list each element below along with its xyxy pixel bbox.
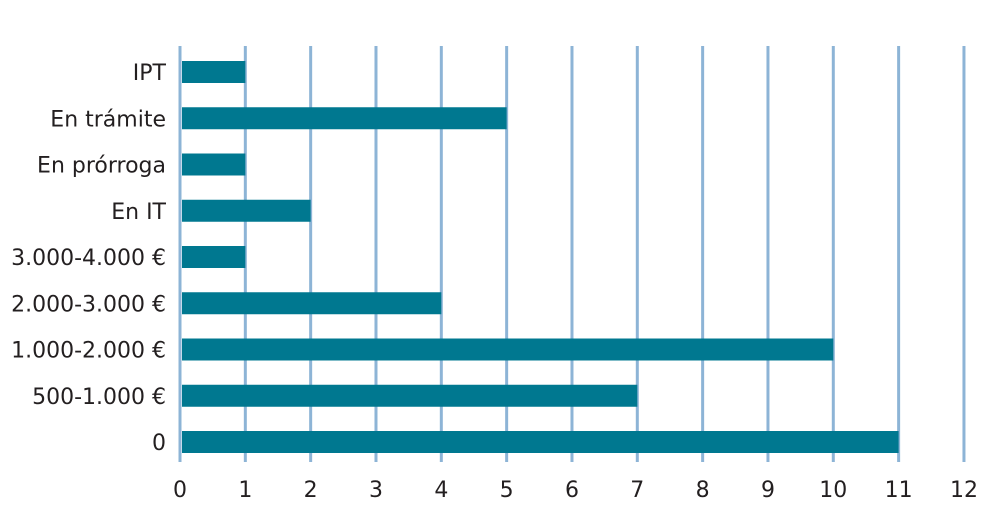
- bars: [182, 61, 899, 453]
- bar-1: [182, 107, 507, 130]
- bar-2: [182, 153, 246, 176]
- bar-5: [182, 292, 442, 315]
- category-label-5: 2.000-3.000 €: [11, 292, 166, 317]
- x-tick-label-1: 1: [238, 478, 252, 503]
- category-label-8: 0: [152, 431, 166, 456]
- category-label-2: En prórroga: [37, 154, 166, 179]
- x-tick-label-10: 10: [819, 478, 847, 503]
- x-tick-label-12: 12: [950, 478, 978, 503]
- bar-0: [182, 61, 246, 83]
- category-label-1: En trámite: [50, 107, 166, 132]
- x-tick-label-7: 7: [630, 478, 644, 503]
- bar-6: [182, 338, 834, 361]
- category-label-7: 500-1.000 €: [32, 385, 166, 410]
- x-axis-tick-labels: 0 1 2 3 4 5 6 7 8 9 10 11 12: [173, 478, 978, 503]
- x-tick-label-0: 0: [173, 478, 187, 503]
- x-tick-label-8: 8: [696, 478, 710, 503]
- x-tick-label-2: 2: [304, 478, 318, 503]
- x-tick-label-9: 9: [761, 478, 775, 503]
- bar-8: [182, 431, 899, 453]
- category-label-3: En IT: [111, 200, 166, 225]
- x-tick-label-5: 5: [500, 478, 514, 503]
- category-label-6: 1.000-2.000 €: [11, 339, 166, 364]
- x-tick-label-6: 6: [565, 478, 579, 503]
- category-label-0: IPT: [133, 61, 167, 86]
- x-tick-label-3: 3: [369, 478, 383, 503]
- category-label-4: 3.000-4.000 €: [11, 246, 166, 271]
- category-labels: IPT En trámite En prórroga En IT 3.000-4.000…: [11, 61, 166, 456]
- bar-7: [182, 384, 638, 407]
- bar-3: [182, 199, 311, 222]
- bar-4: [182, 246, 246, 268]
- x-tick-label-11: 11: [885, 478, 913, 503]
- x-tick-label-4: 4: [434, 478, 448, 503]
